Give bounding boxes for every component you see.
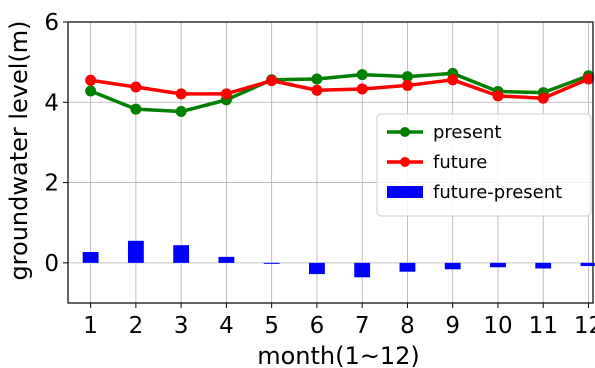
y-tick-label: 4 — [44, 90, 59, 116]
y-tick-label: 6 — [44, 10, 59, 36]
x-tick-label: 11 — [529, 313, 558, 339]
point-present-8 — [401, 71, 413, 83]
y-tick-label: 0 — [44, 251, 59, 277]
x-axis: 123456789101112 — [83, 303, 595, 339]
x-tick-label: 7 — [355, 313, 370, 339]
legend-label-future-present: future-present — [433, 182, 562, 203]
point-present-3 — [175, 106, 187, 118]
legend-label-future: future — [433, 152, 487, 173]
series-line-present — [89, 71, 590, 114]
point-future-9 — [447, 74, 459, 86]
x-tick-label: 8 — [400, 313, 415, 339]
bar-9 — [444, 262, 461, 270]
legend-swatch-future-present — [387, 186, 423, 198]
y-axis-label: groundwater level(m) — [5, 20, 33, 280]
bar-11 — [535, 262, 552, 269]
plot-frame — [67, 21, 594, 304]
x-tick-label: 2 — [129, 313, 144, 339]
x-tick-label: 3 — [174, 313, 189, 339]
point-future-8 — [401, 79, 413, 91]
point-present-2 — [130, 103, 142, 115]
point-present-1 — [85, 85, 97, 97]
y-tick-label: 2 — [44, 171, 59, 197]
bar-6 — [309, 262, 325, 275]
point-future-2 — [130, 81, 142, 93]
bar-4 — [218, 256, 235, 263]
point-future-12 — [582, 73, 594, 85]
bar-7 — [354, 262, 371, 278]
point-present-7 — [356, 69, 368, 81]
point-future-1 — [85, 74, 97, 86]
line-series — [85, 67, 594, 118]
series-line-future — [90, 77, 590, 101]
bar-3 — [173, 245, 190, 263]
bar-series — [82, 240, 595, 278]
x-tick-label: 1 — [83, 313, 98, 339]
x-axis-label: month(1~12) — [257, 342, 420, 368]
point-future-5 — [266, 75, 278, 87]
bar-5 — [263, 262, 280, 264]
point-future-3 — [175, 88, 187, 100]
point-present-6 — [311, 73, 323, 85]
legend-marker-future — [400, 157, 410, 167]
point-future-7 — [356, 83, 368, 95]
legend-label-present: present — [433, 122, 501, 143]
legend-box — [376, 113, 592, 217]
x-tick-label: 5 — [264, 313, 279, 339]
x-tick-label: 4 — [219, 313, 234, 339]
legend-marker-present — [400, 127, 410, 137]
x-tick-label: 12 — [574, 313, 595, 339]
point-future-11 — [537, 92, 549, 104]
bar-2 — [127, 240, 144, 263]
x-tick-label: 10 — [483, 313, 512, 339]
bar-12 — [580, 262, 595, 267]
bar-10 — [490, 262, 506, 268]
point-future-10 — [492, 90, 504, 102]
bar-8 — [399, 262, 416, 272]
x-tick-label: 6 — [310, 313, 325, 339]
x-tick-label: 9 — [445, 313, 460, 339]
y-axis: 0 2 4 6 — [44, 10, 68, 277]
point-future-4 — [220, 88, 232, 100]
point-future-6 — [311, 84, 323, 96]
legend: present future future-present — [376, 113, 592, 217]
bar-1 — [82, 252, 99, 263]
